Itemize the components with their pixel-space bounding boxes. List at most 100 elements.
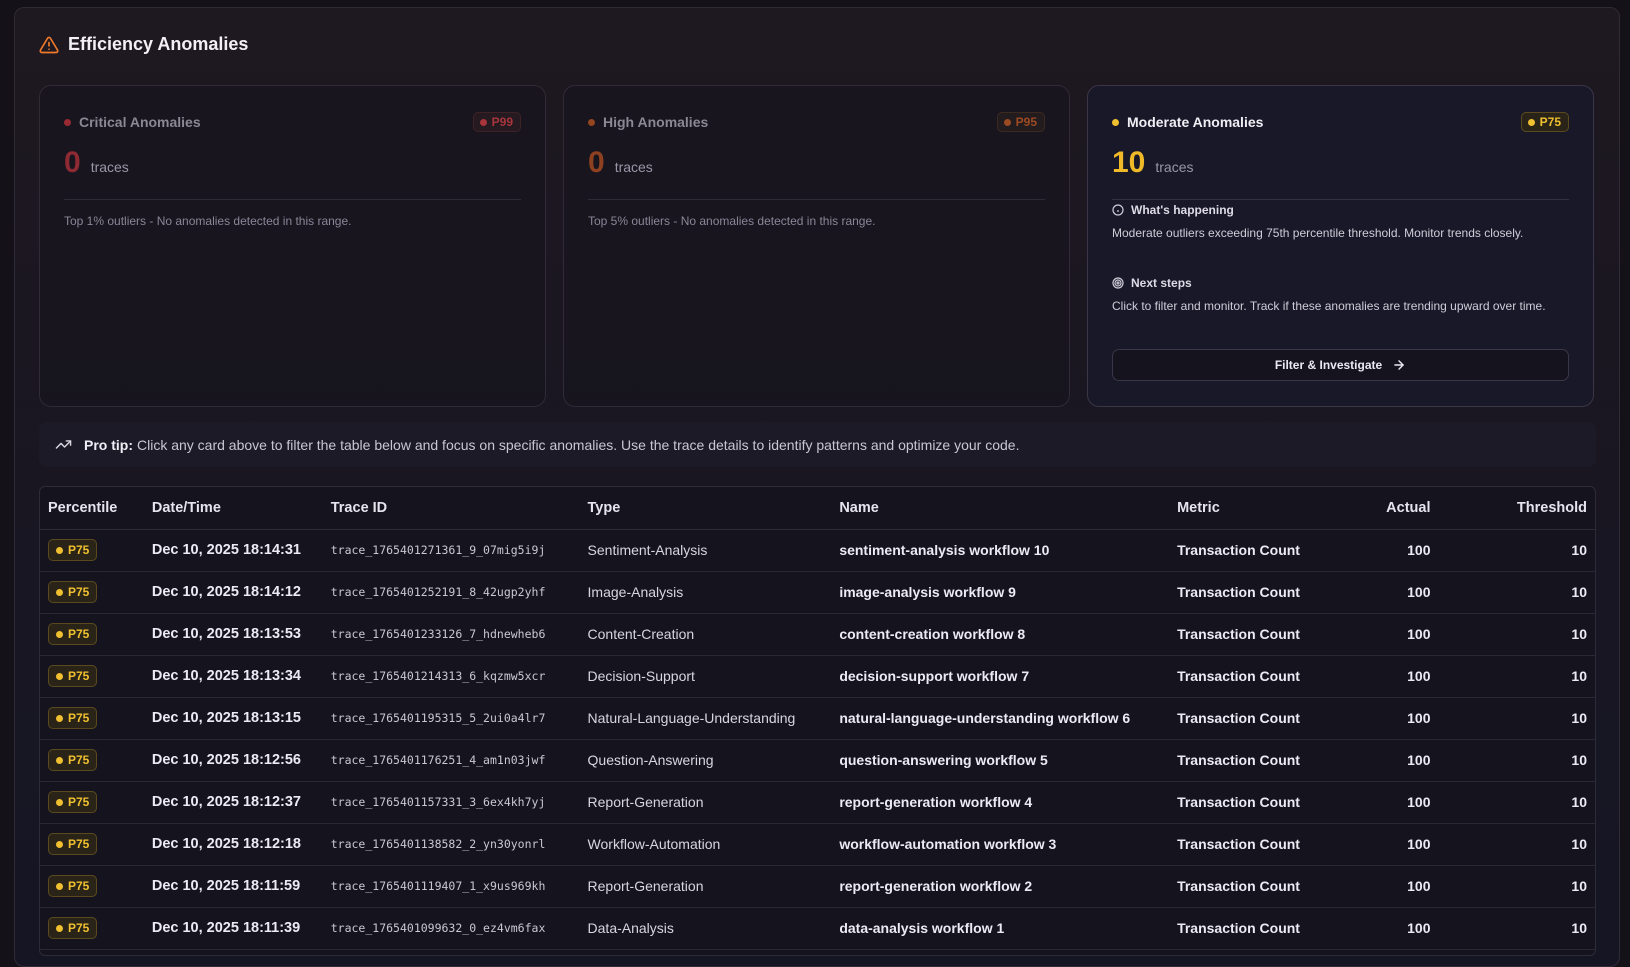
next-steps-text: Click to filter and monitor. Track if th… [1112, 299, 1546, 313]
card-title: Moderate Anomalies [1127, 114, 1264, 130]
name-cell: decision-support workflow 7 [831, 655, 1170, 698]
anomalies-table: Percentile Date/Time Trace ID Type Name … [39, 486, 1596, 956]
trace-id-cell[interactable]: trace_1765401195315_5_2ui0a4lr7 [322, 697, 580, 740]
type-cell: Decision-Support [579, 655, 832, 698]
whats-happening-heading: What's happening [1112, 203, 1234, 217]
status-dot [64, 118, 71, 126]
metric-cell: Transaction Count [1169, 865, 1319, 908]
actual-cell: 100 [1318, 781, 1439, 824]
card-description: Top 1% outliers - No anomalies detected … [64, 214, 352, 228]
badge-label: P75 [68, 921, 90, 935]
table-row[interactable]: P75 Dec 10, 2025 18:14:31 trace_1765401271… [40, 529, 1595, 572]
whats-happening-text: Moderate outliers exceeding 75th percent… [1112, 226, 1524, 240]
threshold-cell: 10 [1438, 865, 1595, 908]
trace-id-cell[interactable]: trace_1765401271361_9_07mig5i9j [322, 529, 580, 572]
name-cell: report-generation workflow 4 [831, 781, 1170, 824]
divider [64, 199, 521, 200]
badge-label: P75 [68, 711, 90, 725]
trace-id-cell[interactable]: trace_1765401176251_4_am1n03jwf [322, 739, 580, 782]
actual-cell: 100 [1318, 865, 1439, 908]
divider [1112, 199, 1569, 200]
badge-label: P75 [68, 837, 90, 851]
moderate-anomalies-card[interactable]: Moderate Anomalies P75 10 traces What's … [1087, 85, 1594, 407]
count-value: 10 [1112, 146, 1146, 179]
badge-dot [1003, 118, 1011, 126]
table-row[interactable]: P75 Dec 10, 2025 18:13:53 trace_1765401233… [40, 613, 1595, 656]
table-row[interactable]: P75 Dec 10, 2025 18:11:59 trace_1765401119… [40, 865, 1595, 908]
pro-tip-label: Pro tip: [84, 436, 133, 453]
column-header-percentile[interactable]: Percentile [40, 487, 144, 530]
badge-label: P75 [68, 585, 90, 599]
trace-id-cell[interactable]: trace_1765401119407_1_x9us969kh [322, 865, 580, 908]
panel-header: Efficiency Anomalies [39, 34, 248, 55]
table-row[interactable]: P75 Dec 10, 2025 18:14:12 trace_1765401252… [40, 571, 1595, 614]
badge-label: P75 [68, 669, 90, 683]
trace-id-cell[interactable]: trace_1765401252191_8_42ugp2yhf [322, 571, 580, 614]
table-row[interactable]: P75 Dec 10, 2025 18:12:37 trace_1765401157… [40, 781, 1595, 824]
badge-dot [56, 798, 63, 806]
percentile-cell: P75 [40, 907, 144, 950]
badge-label: P75 [68, 627, 90, 641]
next-steps-heading: Next steps [1112, 276, 1192, 290]
datetime-cell: Dec 10, 2025 18:13:15 [143, 697, 323, 740]
trace-id-cell[interactable]: trace_1765401233126_7_hdnewheb6 [322, 613, 580, 656]
percentile-badge: P75 [48, 833, 98, 855]
critical-anomalies-card[interactable]: Critical Anomalies P99 0 traces Top 1% o… [39, 85, 546, 407]
threshold-cell: 10 [1438, 907, 1595, 950]
actual-cell: 100 [1318, 907, 1439, 950]
count-unit: traces [90, 159, 129, 175]
column-header-name[interactable]: Name [831, 487, 1170, 530]
filter-investigate-button[interactable]: Filter & Investigate [1112, 349, 1569, 381]
badge-dot [56, 840, 63, 848]
datetime-cell: Dec 10, 2025 18:13:34 [143, 655, 323, 698]
metric-cell: Transaction Count [1169, 823, 1319, 866]
whats-happening-title: What's happening [1131, 203, 1234, 217]
badge-label: P75 [68, 543, 90, 557]
trace-id-cell[interactable]: trace_1765401099632_0_ez4vm6fax [322, 907, 580, 950]
percentile-badge: P75 [48, 623, 98, 645]
badge-label: P75 [68, 753, 90, 767]
metric-cell: Transaction Count [1169, 907, 1319, 950]
trace-count: 0 traces [64, 146, 129, 180]
threshold-cell: 10 [1438, 655, 1595, 698]
badge-label: P75 [1539, 115, 1561, 129]
datetime-cell: Dec 10, 2025 18:12:18 [143, 823, 323, 866]
type-cell: Question-Answering [579, 739, 832, 782]
name-cell: image-analysis workflow 9 [831, 571, 1170, 614]
column-header-trace-id[interactable]: Trace ID [322, 487, 580, 530]
table-row[interactable]: P75 Dec 10, 2025 18:12:56 trace_1765401176… [40, 739, 1595, 782]
actual-cell: 100 [1318, 571, 1439, 614]
name-cell: question-answering workflow 5 [831, 739, 1170, 782]
arrow-right-icon [1394, 360, 1404, 370]
table-row[interactable]: P75 Dec 10, 2025 18:13:34 trace_1765401214… [40, 655, 1595, 698]
table-row[interactable]: P75 Dec 10, 2025 18:12:18 trace_1765401138… [40, 823, 1595, 866]
column-header-threshold[interactable]: Threshold [1438, 487, 1595, 530]
percentile-cell: P75 [40, 823, 144, 866]
trace-id-cell[interactable]: trace_1765401157331_3_6ex4kh7yj [322, 781, 580, 824]
percentile-badge: P95 [996, 112, 1045, 132]
pro-tip-text: Pro tip: Click any card above to filter t… [84, 437, 1019, 453]
trace-id-cell[interactable]: trace_1765401138582_2_yn30yonrl [322, 823, 580, 866]
column-header-datetime[interactable]: Date/Time [143, 487, 323, 530]
percentile-cell: P75 [40, 865, 144, 908]
badge-dot [56, 672, 63, 680]
pro-tip-banner: Pro tip: Click any card above to filter t… [39, 422, 1596, 467]
column-header-metric[interactable]: Metric [1169, 487, 1319, 530]
column-header-actual[interactable]: Actual [1318, 487, 1439, 530]
threshold-cell: 10 [1438, 823, 1595, 866]
divider [588, 199, 1045, 200]
percentile-badge: P99 [472, 112, 521, 132]
datetime-cell: Dec 10, 2025 18:13:53 [143, 613, 323, 656]
status-dot [1112, 118, 1119, 126]
high-anomalies-card[interactable]: High Anomalies P95 0 traces Top 5% outli… [563, 85, 1070, 407]
datetime-cell: Dec 10, 2025 18:12:56 [143, 739, 323, 782]
percentile-cell: P75 [40, 739, 144, 782]
column-header-type[interactable]: Type [579, 487, 832, 530]
actual-cell: 100 [1318, 739, 1439, 782]
metric-cell: Transaction Count [1169, 613, 1319, 656]
table-header-row: Percentile Date/Time Trace ID Type Name … [40, 487, 1595, 530]
table-row[interactable]: P75 Dec 10, 2025 18:11:39 trace_1765401099… [40, 907, 1595, 950]
table-row[interactable]: P75 Dec 10, 2025 18:13:15 trace_1765401195… [40, 697, 1595, 740]
card-label: Moderate Anomalies [1112, 114, 1263, 130]
trace-id-cell[interactable]: trace_1765401214313_6_kqzmw5xcr [322, 655, 580, 698]
